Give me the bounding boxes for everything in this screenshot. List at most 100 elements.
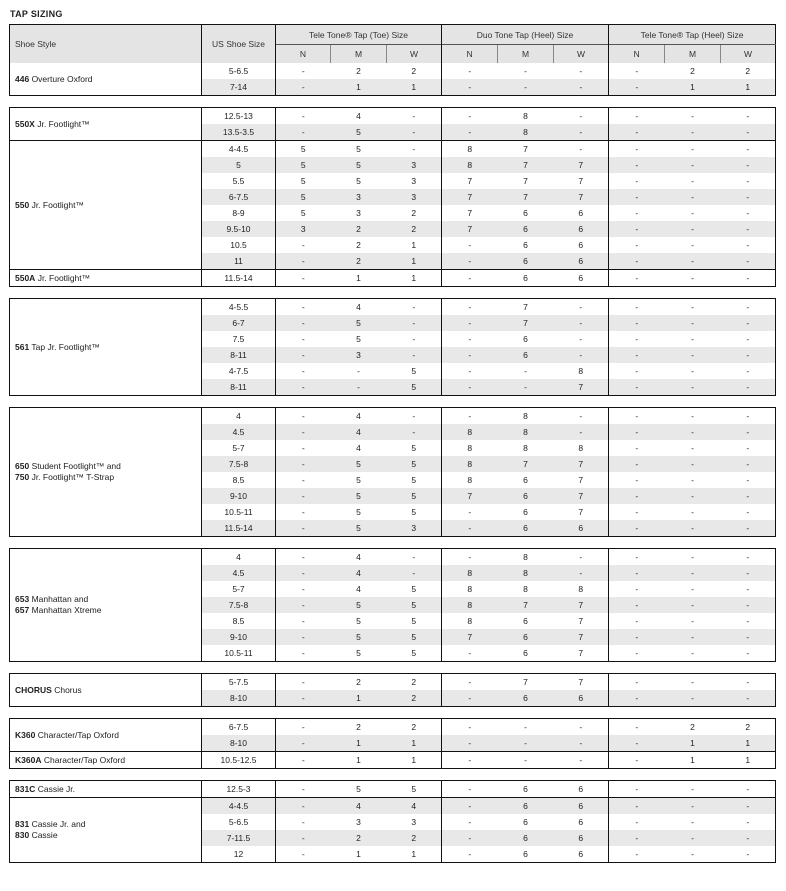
shoe-style-line: 831C Cassie Jr. bbox=[15, 784, 201, 795]
tap-size-cell: - bbox=[720, 520, 776, 537]
tap-size-cell: 3 bbox=[356, 208, 361, 218]
us-shoe-size-cell: 5-6.5 bbox=[201, 63, 276, 79]
table-row: 8-11-3- -6- - - - bbox=[10, 347, 776, 363]
tap-size-cell: 1 bbox=[330, 690, 387, 707]
tap-size-cell: 7 bbox=[441, 629, 498, 645]
tap-size-cell: 6 bbox=[497, 629, 554, 645]
tap-size-cell: 3 bbox=[386, 157, 442, 173]
tap-size-cell: 3 bbox=[356, 817, 361, 827]
tap-size-cell: - bbox=[664, 520, 721, 537]
us-shoe-size-cell: 7.5-8 bbox=[201, 456, 276, 472]
tap-size-cell: - bbox=[441, 407, 498, 424]
tap-size-cell: - bbox=[553, 79, 609, 96]
table-row: 4-7.5- -5- -8- - - bbox=[10, 363, 776, 379]
tap-size-cell: - bbox=[608, 107, 665, 124]
tap-size-cell: - bbox=[275, 363, 331, 379]
tap-size-cell: - bbox=[720, 189, 776, 205]
tap-size-cell: - bbox=[579, 552, 583, 562]
tap-size-cell: 6 bbox=[553, 520, 609, 537]
tap-size-cell: - bbox=[720, 124, 776, 141]
tap-size-cell: 2 bbox=[356, 66, 361, 76]
tap-size-cell: - bbox=[608, 718, 665, 735]
tap-size-cell: - bbox=[608, 440, 665, 456]
tap-size-cell: 6 bbox=[578, 240, 584, 250]
tap-size-cell: - bbox=[608, 645, 665, 662]
tap-size-cell: - bbox=[720, 797, 776, 814]
tap-size-cell: 5 bbox=[275, 205, 331, 221]
us-shoe-size-cell: 4-5.5 bbox=[201, 298, 276, 315]
tap-size-cell: - bbox=[746, 648, 750, 658]
tap-size-cell: - bbox=[720, 347, 776, 363]
tap-size-cell: 8 bbox=[578, 584, 584, 594]
tap-size-cell: 1 bbox=[720, 751, 776, 769]
tap-size-cell: - bbox=[275, 79, 331, 96]
us-shoe-size-cell: 7-11.5 bbox=[201, 830, 276, 846]
tap-size-cell: 2 bbox=[690, 722, 695, 732]
tap-size-cell: 8 bbox=[497, 424, 554, 440]
tap-size-cell: - bbox=[608, 173, 665, 189]
tap-size-cell: - bbox=[441, 814, 498, 830]
tap-size-cell: - bbox=[664, 124, 721, 141]
tap-size-cell: - bbox=[720, 379, 776, 396]
tap-size-cell: 7 bbox=[497, 597, 554, 613]
shoe-style-cell: 446 Overture Oxford bbox=[9, 63, 202, 96]
tap-size-cell: - bbox=[720, 597, 776, 613]
us-shoe-size-cell: 8-11 bbox=[201, 379, 276, 396]
tap-size-cell: 6 bbox=[497, 520, 554, 537]
tap-size-cell: - bbox=[275, 814, 331, 830]
table-row: 8-9 5 3 2 7 6 6 - - - bbox=[10, 205, 776, 221]
tap-size-cell: - bbox=[664, 629, 721, 645]
tap-size-cell: 4 bbox=[356, 302, 361, 312]
tap-size-cell: - bbox=[608, 520, 665, 537]
tap-size-cell: 5 bbox=[356, 784, 361, 794]
tap-size-cell: 5 bbox=[330, 157, 387, 173]
table-row: 550A Jr. Footlight™ 11.5-14-1 1-6 6- - - bbox=[9, 269, 776, 287]
shoe-style-line: 831 Cassie Jr. and bbox=[15, 819, 201, 830]
tap-size-cell: 8 bbox=[441, 565, 498, 581]
style-name: Jr. Footlight™ bbox=[37, 272, 91, 283]
column-group-header: Duo Tone Tap (Heel) Size bbox=[441, 24, 609, 45]
tap-size-cell: - bbox=[664, 797, 721, 814]
us-shoe-size-cell: 9-10 bbox=[201, 629, 276, 645]
tap-size-cell: 5 bbox=[330, 124, 387, 141]
tap-size-cell: 2 bbox=[330, 221, 387, 237]
tap-size-cell: 2 bbox=[356, 722, 361, 732]
us-shoe-size-cell: 8-9 bbox=[201, 205, 276, 221]
shoe-style-cell: CHORUS Chorus bbox=[9, 673, 202, 707]
tap-size-cell: 5 bbox=[356, 475, 361, 485]
tap-size-cell: 7 bbox=[523, 677, 528, 687]
style-code: 653 bbox=[15, 594, 30, 604]
tap-size-cell: - bbox=[386, 424, 442, 440]
tap-size-cell: - bbox=[497, 735, 554, 752]
tap-size-cell: 6 bbox=[497, 253, 554, 270]
tap-size-cell: - bbox=[746, 334, 750, 344]
tap-size-cell: - bbox=[664, 424, 721, 440]
table-row: 831C Cassie Jr. 12.5-3-5 5-6 6- - - bbox=[9, 780, 776, 798]
tap-size-cell: 1 bbox=[386, 79, 442, 96]
tap-size-cell: - bbox=[553, 735, 609, 752]
tap-size-cell: - bbox=[275, 751, 331, 769]
tap-size-cell: - bbox=[608, 690, 665, 707]
tap-size-cell: - bbox=[579, 302, 583, 312]
tap-size-cell: - bbox=[579, 111, 583, 121]
table-row: 7.5-5- -6- - - - bbox=[10, 331, 776, 347]
tap-size-cell: - bbox=[386, 315, 442, 331]
style-name: Cassie Jr. bbox=[37, 783, 76, 794]
sizing-table: 561 Tap Jr. Footlight™ 4-5.5-4- -7- - - -6-7-… bbox=[9, 298, 776, 396]
us-shoe-size-cell: 11.5-14 bbox=[201, 269, 276, 287]
tap-size-cell: - bbox=[441, 315, 498, 331]
column-group-header: Tele Tone® Tap (Heel) Size bbox=[608, 24, 776, 45]
tap-size-cell: - bbox=[330, 379, 387, 396]
tap-size-cell: 6 bbox=[553, 221, 609, 237]
tap-size-cell: - bbox=[608, 315, 665, 331]
tap-size-cell: - bbox=[275, 298, 331, 315]
tap-size-cell: - bbox=[275, 269, 331, 287]
tap-size-cell: 1 bbox=[720, 79, 776, 96]
tap-size-cell: - bbox=[275, 124, 331, 141]
style-code: 750 bbox=[15, 472, 30, 482]
tap-size-cell: - bbox=[720, 140, 776, 157]
shoe-style-line: 550 Jr. Footlight™ bbox=[15, 200, 201, 211]
tap-size-cell: - bbox=[441, 645, 498, 662]
tap-size-cell: 8 bbox=[441, 472, 498, 488]
table-row: 550X Jr. Footlight™ 12.5-13-4- -8- - - - bbox=[9, 107, 776, 141]
